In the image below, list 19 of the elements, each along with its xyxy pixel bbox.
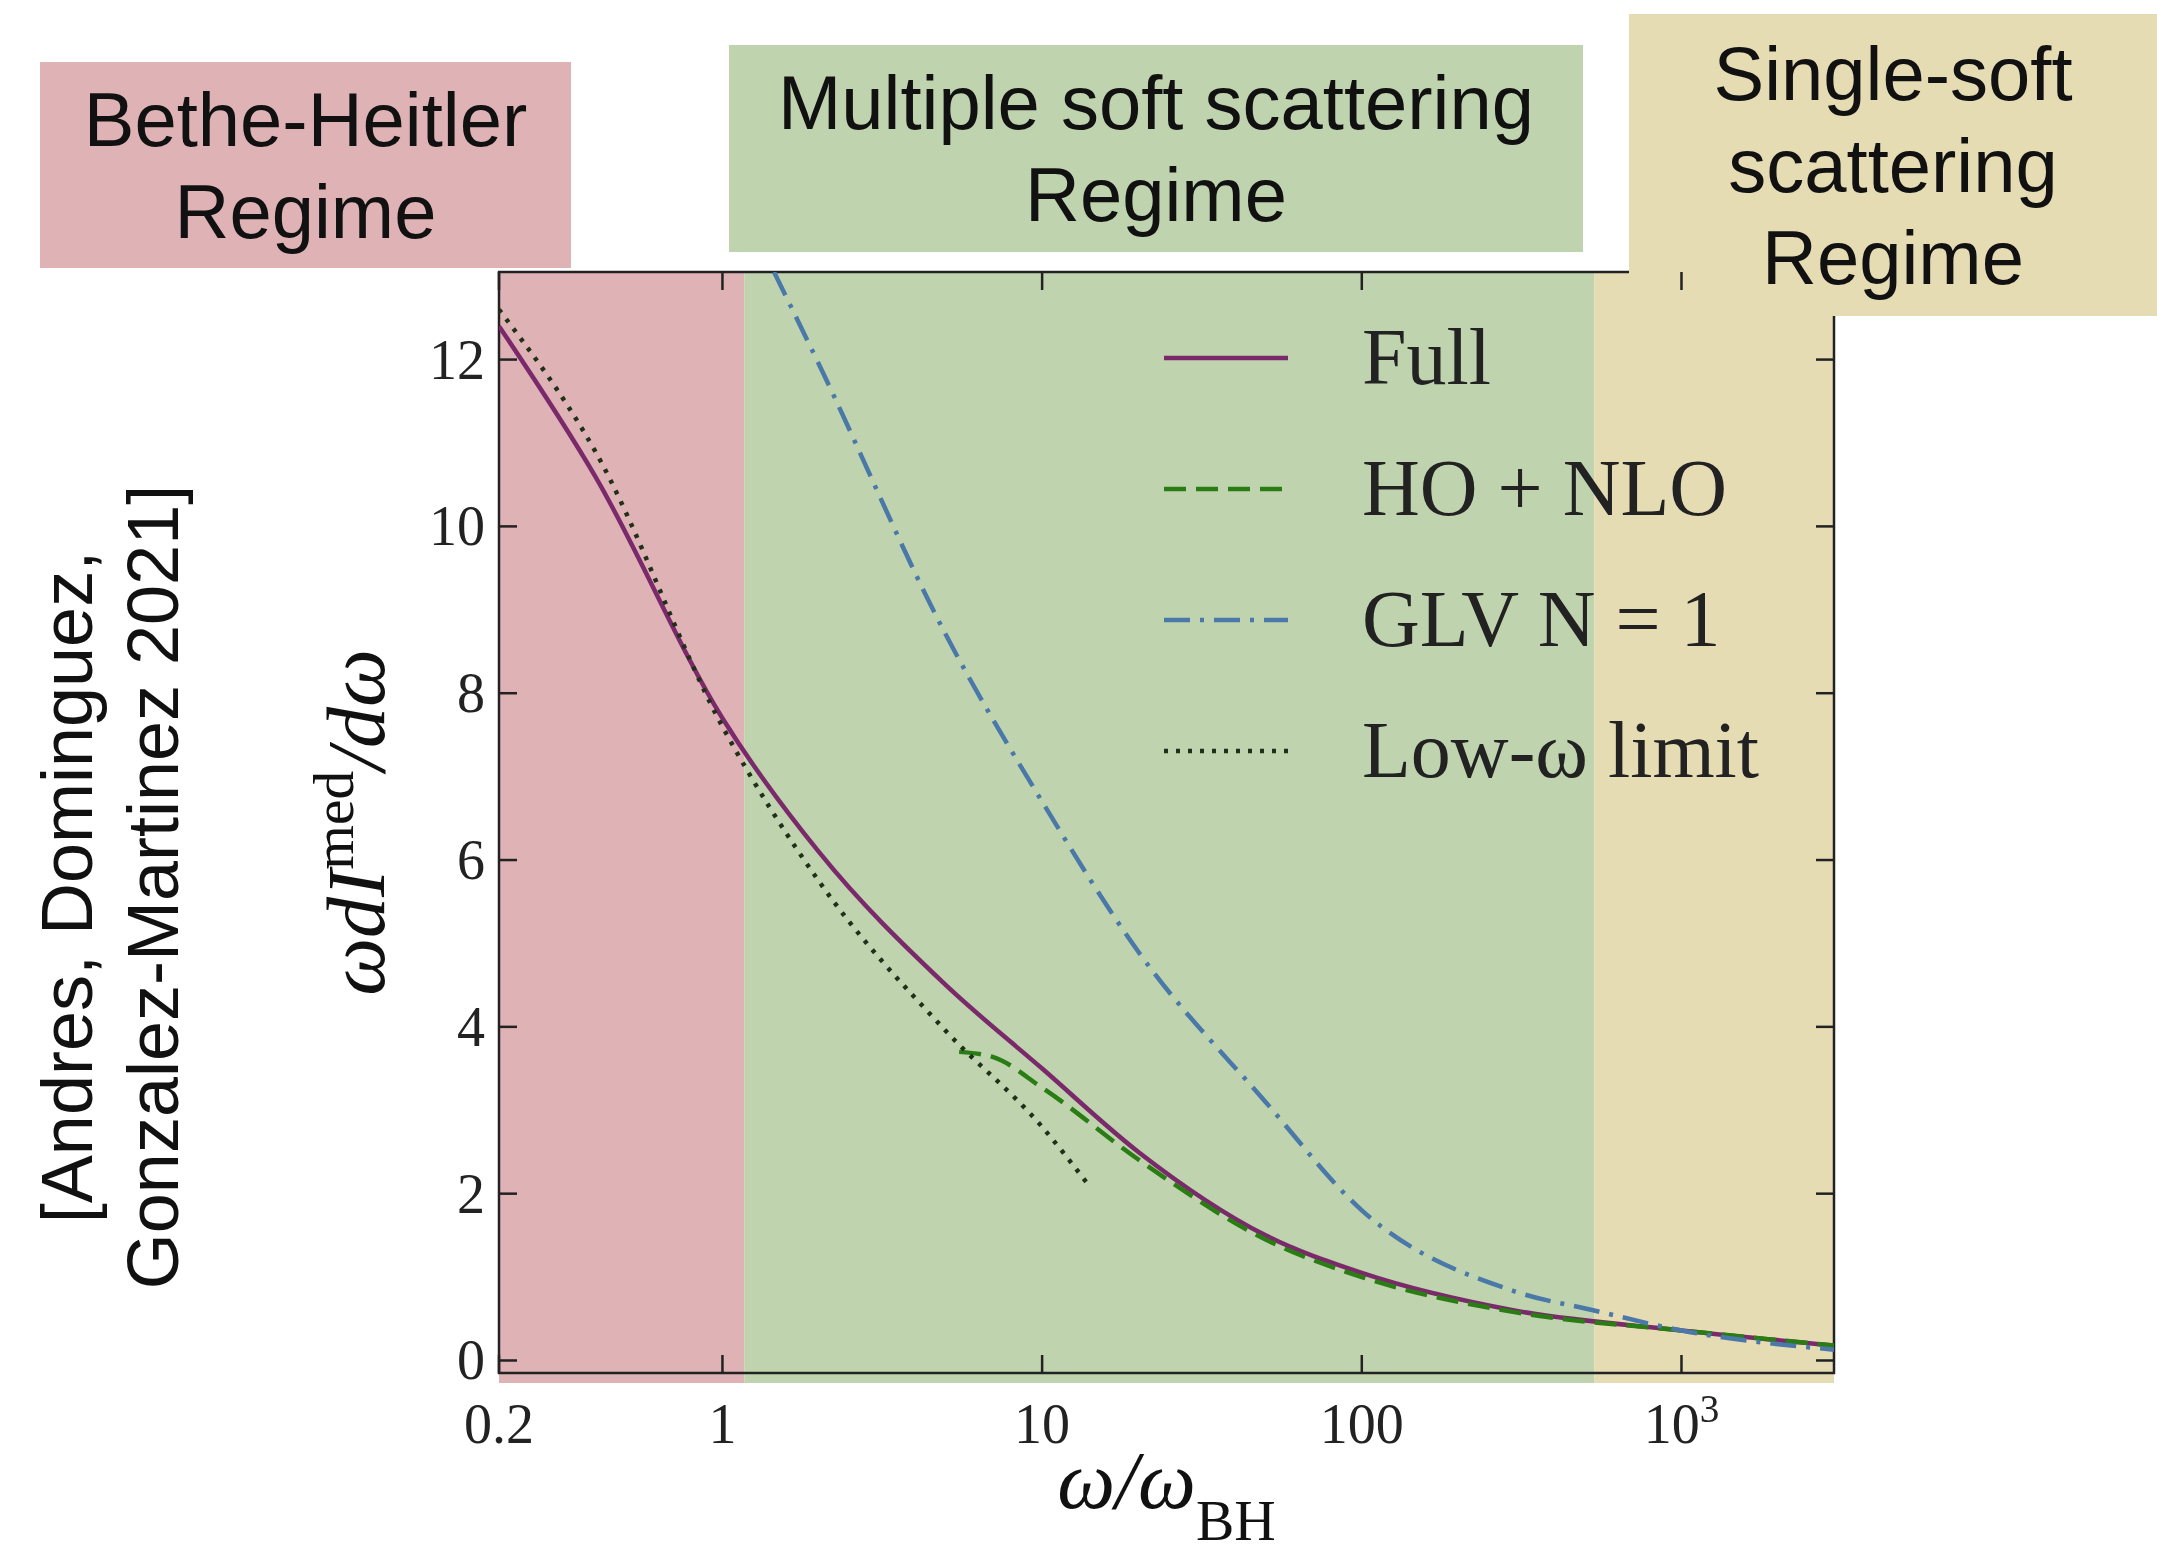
text: [Andres, Dominguez, Gonzalez-Martinez 2021] — [27, 484, 193, 1290]
x-tick-label: 10$^{3}$ — [1643, 1386, 1720, 1455]
band-label: Bethe-Heitler Regime — [83, 76, 528, 254]
x-tick-label: 1 — [708, 1393, 737, 1455]
legend-label: Low-ω limit — [1362, 706, 1760, 794]
band-label: Single-soft scattering Regime — [1713, 30, 2073, 300]
y-tick-label: 2 — [457, 1162, 485, 1225]
y-tick-label: 12 — [429, 328, 485, 391]
legend-label: GLV N = 1 — [1362, 575, 1721, 663]
y-tick-label: 4 — [457, 995, 485, 1058]
x-tick-label: 0.2 — [464, 1393, 534, 1455]
y-tick-label: 10 — [429, 495, 485, 558]
band-label: Multiple soft scattering Regime — [777, 60, 1535, 238]
legend-label: HO + NLO — [1362, 444, 1728, 532]
legend-label: Full — [1362, 313, 1491, 401]
y-tick-label: 8 — [457, 662, 485, 725]
y-tick-label: 6 — [457, 829, 485, 892]
x-tick-label: 100 — [1319, 1393, 1404, 1455]
y-tick-label: 0 — [457, 1329, 485, 1392]
